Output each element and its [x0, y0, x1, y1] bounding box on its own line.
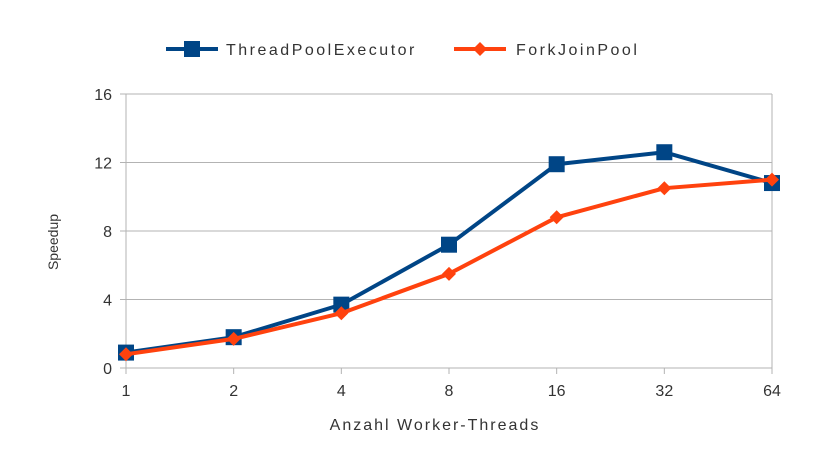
legend-marker [473, 42, 487, 56]
legend-label: ThreadPoolExecutor [226, 42, 417, 59]
y-axis-title: Speedup [45, 214, 61, 270]
data-point [441, 236, 457, 253]
x-axis-title: Anzahl Worker-Threads [330, 417, 541, 434]
x-tick-label: 2 [229, 383, 238, 400]
x-tick-label: 1 [122, 383, 131, 400]
x-tick-label: 16 [548, 383, 566, 400]
data-point [765, 172, 779, 187]
series-1 [118, 144, 780, 361]
y-tick-label: 4 [103, 293, 112, 310]
data-point [656, 144, 673, 161]
data-point [226, 331, 241, 346]
legend-item: ForkJoinPool [454, 42, 639, 59]
y-tick-label: 8 [103, 224, 112, 241]
y-tick-label: 16 [94, 87, 112, 104]
x-tick-label: 32 [655, 383, 673, 400]
x-tick-label: 4 [337, 383, 346, 400]
grid-lines [126, 93, 772, 300]
data-point [442, 266, 456, 281]
y-tick-label: 0 [103, 361, 112, 378]
legend-marker [184, 41, 200, 57]
x-tick-label: 8 [445, 383, 454, 400]
legend-item: ThreadPoolExecutor [166, 41, 417, 59]
series [118, 144, 780, 362]
y-tick-labels: 0 4 8 12 16 [94, 87, 112, 378]
x-tick-label: 64 [763, 383, 781, 400]
legend: ThreadPoolExecutor ForkJoinPool [166, 41, 639, 59]
data-point [119, 347, 133, 362]
data-point [657, 181, 672, 196]
data-point [549, 210, 564, 225]
y-tick-label: 12 [94, 156, 112, 173]
series-2 [119, 172, 779, 362]
axes [120, 93, 773, 374]
legend-label: ForkJoinPool [516, 42, 639, 59]
data-point [333, 296, 350, 313]
data-point [548, 156, 565, 173]
data-point [334, 306, 349, 321]
x-tick-labels: 1 2 4 8 16 32 64 [122, 383, 781, 400]
